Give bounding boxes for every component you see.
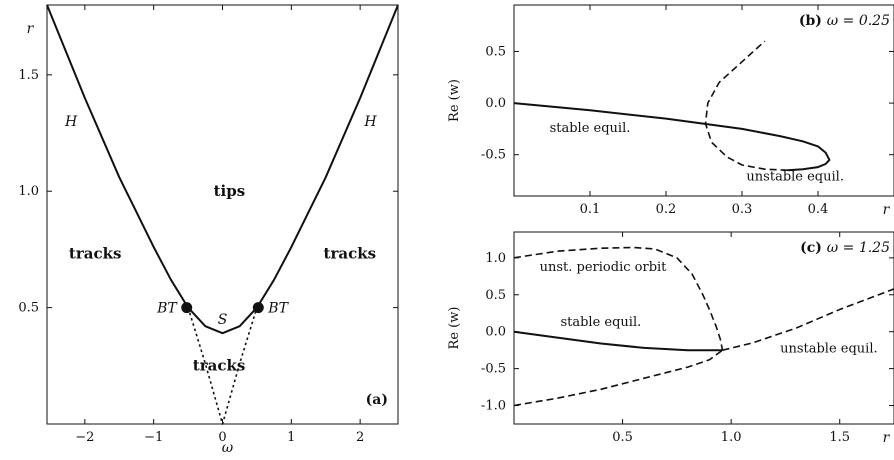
- panel-title-text: ω = 0.25: [827, 13, 890, 29]
- annotation-label: tips: [214, 182, 246, 200]
- panel-3: 0.5 1.0 1.5 1.0 0.5 0.0 -0.5 -1.0 unst. periodic…: [447, 231, 894, 446]
- x-tick-label: −1: [144, 430, 163, 445]
- y-tick-label: 0.5: [485, 44, 506, 59]
- x-tick-label: 0.5: [612, 430, 633, 445]
- y-tick-label: -1.0: [481, 399, 506, 414]
- plot-frame: [513, 231, 894, 425]
- x-axis-label: r: [883, 430, 891, 446]
- annotation-label: stable equil.: [550, 121, 631, 136]
- x-tick-label: 0: [218, 430, 226, 445]
- series-line-dotted: [187, 307, 258, 425]
- annotation-label: tracks: [69, 245, 122, 263]
- series-line-dashed: [513, 349, 723, 407]
- y-tick-label: -0.5: [481, 362, 506, 377]
- x-axis-label: r: [883, 202, 891, 218]
- plot-frame: [513, 4, 894, 197]
- y-tick-label: 1.0: [18, 184, 39, 199]
- x-tick-label: 1.0: [721, 430, 742, 445]
- x-tick-label: 0.1: [580, 202, 601, 217]
- panel-label: (b): [799, 13, 827, 29]
- annotation-label: unstable equil.: [780, 341, 878, 356]
- panel-title: (b) ω = 0.25: [799, 13, 890, 29]
- y-tick-label: 0.0: [485, 96, 506, 111]
- y-tick-label: 0.5: [485, 288, 506, 303]
- y-tick-label: 1.5: [18, 68, 39, 83]
- x-tick-label: 0.4: [808, 202, 829, 217]
- annotation-label: tracks: [324, 245, 377, 263]
- bt-point: [252, 302, 264, 314]
- annotation-label: unst. periodic orbit: [540, 260, 668, 275]
- panel-label: (c): [800, 240, 827, 256]
- y-axis-label: Re (w): [447, 79, 462, 122]
- y-tick-label: -0.5: [481, 148, 506, 163]
- x-tick-label: 1.5: [829, 430, 850, 445]
- panel-title-text: ω = 1.25: [827, 240, 890, 256]
- series-line-solid: [46, 4, 399, 335]
- x-tick-label: 2: [356, 430, 364, 445]
- x-tick-label: 0.3: [732, 202, 753, 217]
- series-line-dashed: [722, 288, 894, 351]
- bt-point-label: BT: [267, 301, 289, 317]
- annotation-label: tracks: [193, 356, 246, 374]
- series-line-solid: [513, 330, 723, 352]
- y-tick-label: 1.0: [485, 251, 506, 266]
- series-line-dashed: [513, 246, 724, 351]
- series-line-dashed: [704, 40, 788, 171]
- y-tick-label: 0.0: [485, 325, 506, 340]
- x-tick-label: −2: [75, 430, 94, 445]
- annotation-label: unstable equil.: [746, 170, 844, 185]
- series-line-solid: [513, 102, 831, 172]
- x-axis-label: ω: [222, 440, 234, 456]
- annotation-label: H: [363, 114, 377, 130]
- y-tick-label: 0.5: [18, 301, 39, 316]
- annotation-label: S: [218, 312, 228, 328]
- y-axis-label: Re (w): [447, 307, 462, 350]
- x-tick-label: 0.2: [656, 202, 677, 217]
- y-axis-label: r: [27, 21, 35, 37]
- panel-2: 0.1 0.2 0.3 0.4 0.5 0.0 -0.5 stable equil. unsta…: [447, 4, 894, 218]
- annotation-label: stable equil.: [560, 315, 641, 330]
- annotation-label: H: [64, 114, 78, 130]
- panel-title: (c) ω = 1.25: [800, 240, 890, 256]
- x-tick-label: 1: [287, 430, 295, 445]
- panel-label: (a): [366, 392, 388, 408]
- bt-point-label: BT: [156, 301, 178, 317]
- bt-point: [181, 302, 193, 314]
